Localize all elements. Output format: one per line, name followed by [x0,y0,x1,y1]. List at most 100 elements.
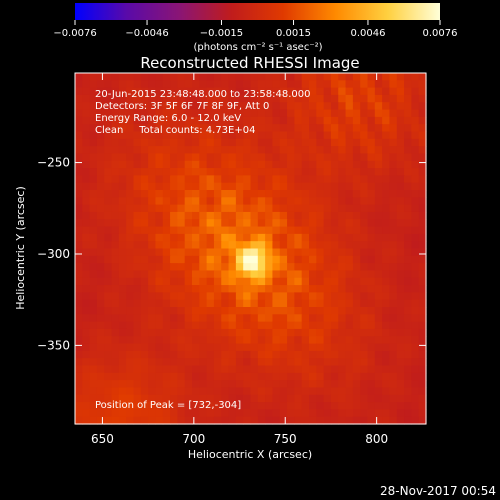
heatmap-cell [133,80,142,89]
heatmap-cell [309,190,317,198]
heatmap-cell [177,226,186,235]
heatmap-cell [213,226,222,235]
heatmap-cell [404,168,412,176]
heatmap-cell [126,160,135,169]
heatmap-cell [294,416,303,425]
heatmap-cell [374,358,383,367]
heatmap-cell [155,358,164,367]
heatmap-cell [411,350,420,359]
heatmap-cell [257,182,266,191]
heatmap-cell [148,182,157,191]
heatmap-cell [345,292,354,301]
heatmap-cell [199,328,208,337]
heatmap-cell [411,102,420,111]
heatmap-cell [389,211,398,220]
heatmap-cell [418,263,427,272]
heatmap-cell [155,131,164,140]
heatmap-cell [206,336,215,345]
heatmap-cell [389,314,398,323]
heatmap-cell [345,263,354,272]
heatmap-cell [382,255,391,264]
heatmap-cell [177,336,186,345]
heatmap-cell [279,138,288,147]
heatmap-cell [382,197,391,206]
heatmap-cell [294,358,303,367]
heatmap-cell [213,87,222,96]
heatmap-cell [352,307,361,315]
heatmap-cell [345,365,354,374]
heatmap-cell [184,328,193,337]
heatmap-cell [404,350,412,359]
heatmap-cell [338,146,347,155]
plot-frame [74,72,427,425]
heatmap-cell [352,248,361,257]
heatmap-cell [155,226,164,235]
heatmap-cell [352,190,361,198]
heatmap-cell [133,248,142,257]
heatmap-cell [389,131,398,140]
heatmap-cell [301,168,310,176]
heatmap-cell [323,87,332,96]
heatmap-cell [294,160,303,169]
heatmap-cell [177,204,186,213]
heatmap-cell [301,263,310,272]
heatmap-cell [192,336,200,345]
heatmap-cell [382,285,391,293]
heatmap-cell [287,80,295,89]
heatmap-cell [235,277,244,286]
heatmap-cell [155,87,164,96]
heatmap-cell [184,299,193,308]
heatmap-cell [184,248,193,257]
heatmap-cell [301,307,310,315]
heatmap-cell [257,87,266,96]
heatmap-cell [316,394,325,403]
heatmap-cell [235,190,244,198]
heatmap-cell [177,255,186,264]
heatmap-cell [221,211,230,220]
heatmap-cell [352,124,361,133]
heatmap-cell [118,255,127,264]
heatmap-cell [213,380,222,389]
heatmap-cell [294,138,303,147]
heatmap-cell [279,321,288,330]
heatmap-cell [96,241,105,250]
heatmap-cell [162,204,171,213]
heatmap-cell [206,197,215,206]
heatmap-cell [389,380,398,389]
heatmap-cell [265,321,274,330]
heatmap-cell [96,255,105,264]
heatmap-cell [404,204,412,213]
heatmap-cell [367,175,376,184]
heatmap-cell [389,277,398,286]
heatmap-cell [345,168,354,176]
heatmap-cell [330,211,339,220]
heatmap-cell [206,365,215,374]
heatmap-cell [389,328,398,337]
heatmap-cell [323,153,332,162]
heatmap-cell [118,131,127,140]
heatmap-cell [118,182,127,191]
heatmap-cell [294,387,303,396]
heatmap-cell [162,233,171,242]
heatmap-cell [294,124,303,133]
heatmap-cell [177,102,186,111]
heatmap-cell [316,255,325,264]
heatmap-cell [75,175,83,184]
heatmap-cell [389,233,398,242]
heatmap-cell [243,358,252,367]
heatmap-cell [192,365,200,374]
heatmap-cell [294,109,303,118]
heatmap-cell [96,263,105,272]
heatmap-cell [411,380,420,389]
heatmap-cell [338,116,347,125]
heatmap-cell [382,365,391,374]
heatmap-cell [118,358,127,367]
heatmap-cell [352,358,361,367]
heatmap-cell [382,336,391,345]
heatmap-cell [316,102,325,111]
heatmap-cell [213,211,222,220]
heatmap-cell [360,248,369,257]
heatmap-cell [309,402,317,410]
heatmap-cell [382,380,391,389]
heatmap-cell [389,80,398,89]
